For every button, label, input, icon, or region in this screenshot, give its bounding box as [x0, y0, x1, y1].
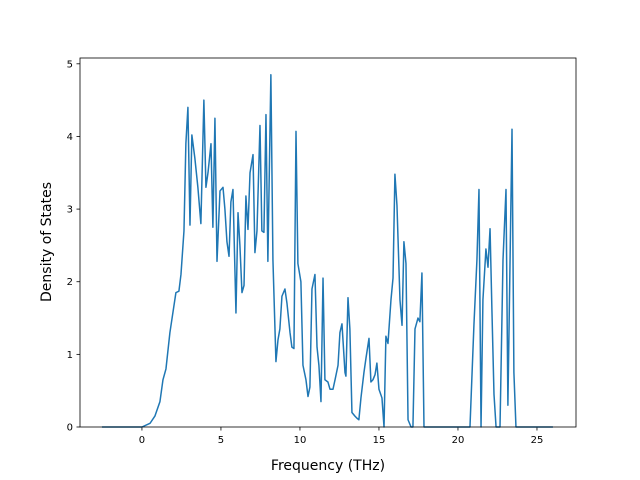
x-tick-label: 20 [452, 435, 465, 446]
x-tick-label: 0 [139, 435, 145, 446]
y-tick-label: 5 [67, 59, 73, 70]
plot-frame [79, 57, 577, 428]
y-tick-label: 1 [67, 350, 73, 361]
data-line [101, 73, 553, 428]
x-tick-label: 25 [531, 435, 544, 446]
x-axis-label: Frequency (THz) [271, 458, 385, 474]
x-tick-label: 5 [218, 435, 224, 446]
y-tick-label: 2 [67, 277, 73, 288]
y-tick-label: 0 [67, 423, 73, 434]
y-axis-label: Density of States [39, 182, 55, 302]
x-tick-label: 15 [373, 435, 386, 446]
y-tick-label: 3 [67, 205, 73, 216]
y-tick-label: 4 [67, 132, 73, 143]
x-tick-label: 10 [294, 435, 307, 446]
